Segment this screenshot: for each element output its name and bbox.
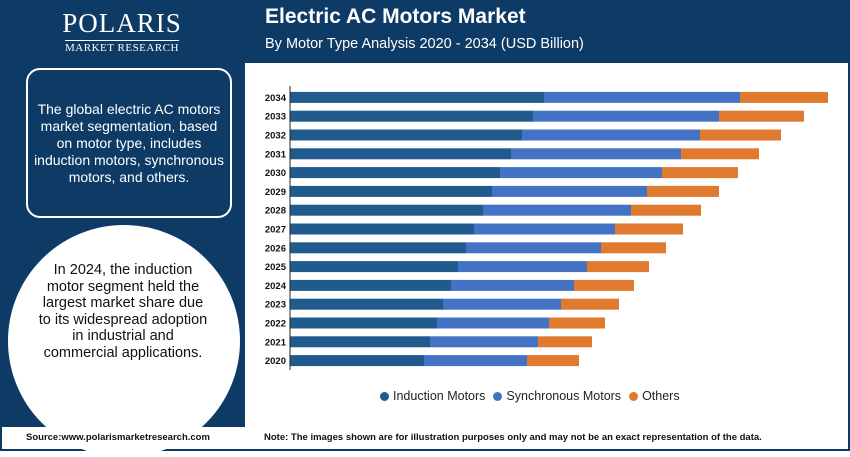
bar-segment xyxy=(527,355,579,367)
y-tick-label: 2020 xyxy=(265,356,286,367)
bar-segment xyxy=(290,91,544,103)
bar-segment xyxy=(511,148,681,160)
disclaimer-text: Note: The images shown are for illustrat… xyxy=(264,432,762,443)
y-tick-label: 2029 xyxy=(265,187,286,198)
bar-segment xyxy=(681,148,759,160)
logo-subtitle: MARKET RESEARCH xyxy=(65,40,179,54)
bar-segment xyxy=(290,355,424,367)
bar-segment xyxy=(424,355,527,367)
y-tick-label: 2024 xyxy=(265,281,287,292)
chart-subtitle: By Motor Type Analysis 2020 - 2034 (USD … xyxy=(265,36,584,52)
bar-segment xyxy=(474,223,615,235)
segmentation-note-box: The global electric AC motors market seg… xyxy=(26,68,232,218)
bar-segment xyxy=(574,279,634,291)
bar-segment xyxy=(290,261,458,273)
chart-legend: Induction Motors Synchronous Motors Others xyxy=(380,389,688,403)
bar-segment xyxy=(615,223,683,235)
legend-label: Synchronous Motors xyxy=(506,389,622,403)
bar-segment xyxy=(522,129,700,141)
bar-segment xyxy=(290,110,533,122)
bar-chart: 2034 2033 2032 2031 2030 2029 2028 2027 2026 2025… xyxy=(265,86,828,370)
bar-segment xyxy=(538,336,592,348)
bar-segment xyxy=(549,317,605,329)
bar-segment xyxy=(466,242,601,254)
y-tick-label: 2027 xyxy=(265,225,286,236)
bar-segment xyxy=(544,91,740,103)
bar-segment xyxy=(451,279,574,291)
bar-segment xyxy=(290,242,466,254)
bar-segment xyxy=(601,242,666,254)
y-tick-label: 2034 xyxy=(265,93,287,104)
legend-item: Induction Motors xyxy=(380,389,485,403)
bar-segment xyxy=(561,298,619,310)
legend-swatch xyxy=(493,391,503,401)
bar-segment xyxy=(492,185,647,197)
y-tick-label: 2025 xyxy=(265,262,287,273)
bar-segment xyxy=(290,148,511,160)
bar-segment xyxy=(290,317,437,329)
bar-segment xyxy=(290,279,451,291)
logo-name: POLARIS xyxy=(62,8,182,38)
bar-segment xyxy=(430,336,538,348)
legend-label: Induction Motors xyxy=(393,389,486,403)
legend-swatch xyxy=(629,391,639,401)
bar-segment xyxy=(500,167,662,179)
bar-segment xyxy=(533,110,719,122)
y-tick-label: 2028 xyxy=(265,206,286,217)
legend-label: Others xyxy=(642,389,680,403)
legend-item: Synchronous Motors xyxy=(493,389,621,403)
bar-segment xyxy=(662,167,738,179)
bar-segment xyxy=(290,129,522,141)
legend-item: Others xyxy=(629,389,680,403)
y-tick-label: 2021 xyxy=(265,337,287,348)
y-tick-label: 2030 xyxy=(265,168,286,179)
y-tick-label: 2022 xyxy=(265,319,286,330)
bar-segment xyxy=(483,204,631,216)
segmentation-note-text: The global electric AC motors market seg… xyxy=(34,100,224,185)
legend-swatch xyxy=(380,391,389,401)
bar-segment xyxy=(443,298,561,310)
chart-title: Electric AC Motors Market xyxy=(265,5,526,28)
bar-segment xyxy=(290,185,492,197)
bar-segment xyxy=(719,110,804,122)
bar-segment xyxy=(631,204,701,216)
bar-segment xyxy=(647,185,719,197)
bar-segment xyxy=(458,261,587,273)
highlight-text: In 2024, the induction motor segment hel… xyxy=(38,262,208,361)
y-tick-label: 2032 xyxy=(265,131,286,142)
bar-segment xyxy=(700,129,781,141)
bar-segment xyxy=(437,317,549,329)
bar-segment xyxy=(740,91,828,103)
source-text: Source:www.polarismarketresearch.com xyxy=(26,432,210,443)
y-tick-label: 2026 xyxy=(265,243,286,254)
y-tick-label: 2033 xyxy=(265,112,286,123)
y-tick-label: 2023 xyxy=(265,300,286,311)
bar-segment xyxy=(290,223,474,235)
bar-segment xyxy=(587,261,649,273)
bar-segment xyxy=(290,167,500,179)
bar-segment xyxy=(290,298,443,310)
bar-segment xyxy=(290,336,430,348)
y-tick-label: 2031 xyxy=(265,149,287,160)
logo: POLARIS MARKET RESEARCH xyxy=(12,8,232,56)
bar-segment xyxy=(290,204,483,216)
